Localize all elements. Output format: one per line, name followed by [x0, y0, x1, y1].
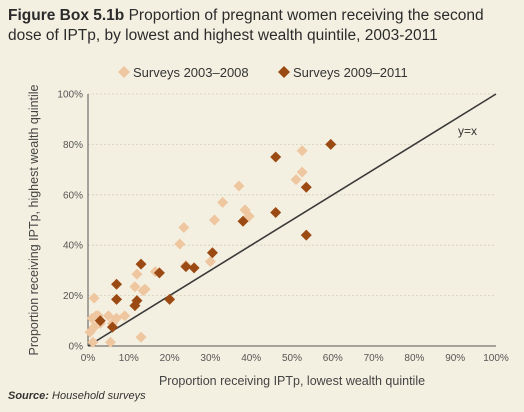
- point-2003-2008: [87, 336, 99, 348]
- point-2009-2011: [153, 267, 165, 279]
- x-tick-label: 100%: [483, 353, 509, 364]
- point-2009-2011: [300, 181, 312, 193]
- figure-title: Figure Box 5.1b Proportion of pregnant w…: [8, 6, 518, 46]
- x-axis-title: Proportion receiving IPTp, lowest wealth…: [159, 374, 425, 388]
- point-2009-2011: [188, 262, 200, 274]
- point-2009-2011: [325, 138, 337, 150]
- reference-line-label: y=x: [458, 124, 477, 138]
- point-2009-2011: [300, 229, 312, 241]
- point-2003-2008: [174, 238, 186, 250]
- point-2003-2008: [217, 196, 229, 208]
- source-text: Household surveys: [48, 390, 146, 402]
- figure-title-lead: Figure Box 5.1b: [8, 7, 125, 24]
- point-2009-2011: [164, 293, 176, 305]
- x-tick-label: 30%: [200, 353, 220, 364]
- y-tick-label: 80%: [63, 140, 83, 151]
- figure-title-text: Proportion of pregnant women receiving t…: [8, 7, 484, 44]
- x-tick-label: 40%: [241, 353, 261, 364]
- point-2003-2008: [135, 331, 147, 343]
- point-2003-2008: [290, 174, 302, 186]
- y-axis-title: Proportion receiving IPTp, highest wealt…: [27, 84, 41, 355]
- point-2009-2011: [111, 278, 123, 290]
- point-2003-2008: [129, 281, 141, 293]
- axes: [87, 94, 496, 347]
- point-2009-2011: [131, 295, 143, 307]
- legend-marker-2009-2011: [278, 66, 290, 78]
- point-2003-2008: [233, 180, 245, 192]
- point-2003-2008: [178, 222, 190, 234]
- point-2003-2008: [102, 310, 114, 322]
- x-tick-label: 80%: [404, 353, 424, 364]
- point-2009-2011: [94, 315, 106, 327]
- legend: Surveys 2003–2008 Surveys 2009–2011: [118, 65, 408, 80]
- x-tick-label: 20%: [160, 353, 180, 364]
- point-2003-2008: [111, 312, 123, 324]
- point-2003-2008: [296, 166, 308, 178]
- point-2003-2008: [139, 283, 151, 295]
- point-2009-2011: [270, 151, 282, 163]
- point-2009-2011: [111, 293, 123, 305]
- x-tick-label: 50%: [282, 353, 302, 364]
- point-2009-2011: [237, 215, 249, 227]
- grid: [88, 93, 496, 297]
- legend-label-2003-2008: Surveys 2003–2008: [133, 65, 249, 80]
- y-tick-label: 20%: [63, 291, 83, 302]
- point-2009-2011: [206, 247, 218, 259]
- reference-line-y-equals-x: [87, 93, 497, 347]
- point-2003-2008: [131, 268, 143, 280]
- y-tick-label: 0%: [69, 342, 84, 353]
- point-2003-2008: [204, 256, 216, 268]
- legend-marker-2003-2008: [118, 66, 130, 78]
- x-tick-label: 10%: [119, 353, 139, 364]
- point-2009-2011: [180, 261, 192, 273]
- y-tick-label: 40%: [63, 241, 83, 252]
- data-points: [84, 138, 337, 348]
- point-2003-2008: [104, 336, 116, 348]
- x-tick-label: 60%: [323, 353, 343, 364]
- tick-labels: 0% 20% 40% 60% 80% 100% 0% 10% 20% 30% 40% 50% 60% 70…: [57, 90, 508, 365]
- point-2009-2011: [106, 321, 118, 333]
- point-2003-2008: [296, 145, 308, 157]
- y-tick-label: 100%: [57, 90, 83, 101]
- source-note: Source: Household surveys: [8, 390, 146, 402]
- y-tick-label: 60%: [63, 190, 83, 201]
- x-tick-label: 70%: [364, 353, 384, 364]
- point-2009-2011: [270, 206, 282, 218]
- x-tick-label: 0%: [81, 353, 96, 364]
- point-2003-2008: [88, 292, 100, 304]
- x-tick-label: 90%: [445, 353, 465, 364]
- point-2003-2008: [119, 310, 131, 322]
- point-2003-2008: [243, 210, 255, 222]
- point-2009-2011: [135, 258, 147, 270]
- source-label: Source:: [8, 390, 49, 402]
- point-2003-2008: [208, 214, 220, 226]
- legend-label-2009-2011: Surveys 2009–2011: [293, 65, 408, 80]
